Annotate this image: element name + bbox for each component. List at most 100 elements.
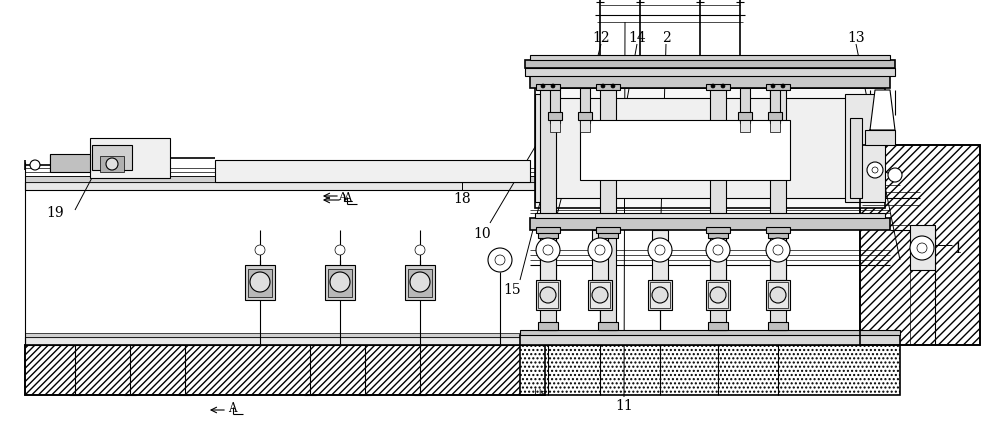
Bar: [550, 89, 560, 124]
Circle shape: [867, 163, 883, 178]
Circle shape: [601, 85, 605, 89]
Bar: [706, 227, 730, 233]
Bar: [768, 283, 788, 308]
Bar: [325, 265, 355, 300]
Circle shape: [255, 246, 265, 255]
Circle shape: [592, 287, 608, 303]
Circle shape: [888, 169, 902, 183]
Text: 14: 14: [628, 31, 646, 45]
Bar: [766, 280, 790, 310]
Bar: [598, 322, 618, 330]
Bar: [248, 269, 272, 297]
Circle shape: [781, 85, 785, 89]
Bar: [860, 146, 980, 345]
Text: A: A: [343, 192, 352, 205]
Bar: [578, 113, 592, 121]
Bar: [408, 269, 432, 297]
Bar: [600, 88, 616, 227]
Circle shape: [648, 239, 672, 262]
Bar: [548, 113, 562, 121]
Bar: [598, 230, 618, 239]
Bar: [865, 131, 895, 146]
Circle shape: [773, 246, 783, 255]
Text: 13: 13: [847, 31, 865, 45]
Bar: [90, 139, 170, 178]
Text: 15: 15: [503, 283, 521, 296]
Circle shape: [652, 287, 668, 303]
Bar: [530, 56, 890, 61]
Bar: [860, 146, 980, 345]
Bar: [648, 280, 672, 310]
Circle shape: [770, 287, 786, 303]
Bar: [708, 322, 728, 330]
Circle shape: [551, 85, 555, 89]
Bar: [555, 99, 865, 199]
Circle shape: [917, 243, 927, 253]
Bar: [738, 113, 752, 121]
Circle shape: [410, 272, 430, 292]
Bar: [530, 218, 890, 230]
Bar: [50, 155, 90, 172]
Bar: [706, 85, 730, 91]
Circle shape: [771, 85, 775, 89]
Bar: [592, 230, 608, 280]
Text: 18: 18: [453, 191, 471, 206]
Circle shape: [595, 246, 605, 255]
Bar: [768, 230, 788, 239]
Bar: [650, 283, 670, 308]
Circle shape: [711, 85, 715, 89]
Circle shape: [588, 239, 612, 262]
Bar: [328, 269, 352, 297]
Circle shape: [30, 161, 40, 171]
Bar: [596, 227, 620, 233]
Circle shape: [488, 249, 512, 272]
Circle shape: [766, 239, 790, 262]
Circle shape: [335, 246, 345, 255]
Bar: [845, 95, 885, 203]
Bar: [710, 88, 726, 227]
Circle shape: [250, 272, 270, 292]
Bar: [768, 113, 782, 121]
Bar: [25, 177, 550, 183]
Bar: [540, 230, 556, 280]
Bar: [25, 345, 545, 395]
Bar: [910, 225, 935, 270]
Bar: [580, 89, 590, 124]
Bar: [768, 322, 788, 330]
Circle shape: [872, 168, 878, 174]
Bar: [215, 161, 530, 183]
Bar: [538, 230, 558, 239]
Bar: [25, 345, 545, 395]
Circle shape: [706, 239, 730, 262]
Circle shape: [536, 239, 560, 262]
Circle shape: [330, 272, 350, 292]
Bar: [92, 146, 132, 171]
Bar: [708, 230, 728, 239]
Bar: [405, 265, 435, 300]
Bar: [525, 69, 895, 77]
Bar: [600, 230, 616, 330]
Bar: [588, 280, 612, 310]
Text: 2: 2: [662, 31, 670, 45]
Polygon shape: [870, 91, 895, 131]
Bar: [590, 283, 610, 308]
Bar: [535, 95, 555, 203]
Bar: [740, 113, 750, 133]
Circle shape: [655, 246, 665, 255]
Bar: [850, 119, 862, 199]
Bar: [540, 88, 556, 227]
Circle shape: [910, 237, 934, 261]
Bar: [520, 345, 900, 395]
Bar: [596, 85, 620, 91]
Bar: [770, 230, 786, 330]
Bar: [580, 113, 590, 133]
Bar: [708, 283, 728, 308]
Bar: [520, 335, 900, 345]
Circle shape: [710, 287, 726, 303]
Bar: [25, 183, 550, 190]
Bar: [770, 113, 780, 133]
Bar: [535, 89, 885, 209]
Text: A: A: [338, 191, 346, 202]
Text: 11: 11: [615, 398, 633, 412]
Bar: [740, 89, 750, 124]
